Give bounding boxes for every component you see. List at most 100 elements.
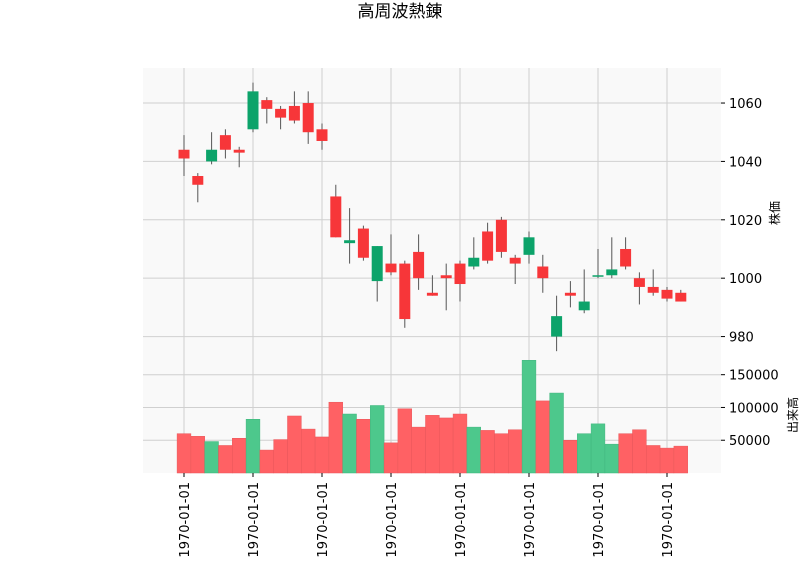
- volume-bar: [342, 413, 357, 474]
- candle-body: [564, 292, 576, 296]
- candle-body: [578, 301, 590, 311]
- volume-bar: [563, 439, 578, 474]
- x-tick-label: 1970-01-01: [661, 482, 676, 558]
- candle-body: [495, 219, 507, 252]
- candle-body: [647, 286, 659, 293]
- volume-bar: [245, 419, 261, 474]
- volume-bar: [232, 438, 247, 474]
- candle-body: [468, 257, 480, 267]
- candle-body: [206, 149, 218, 162]
- candle-body: [288, 105, 300, 121]
- volume-bar: [397, 408, 412, 474]
- volume-bar: [604, 443, 619, 474]
- volume-bar: [452, 413, 468, 474]
- price-y-ticks: 980 1000 1020 1040 1060: [721, 97, 762, 346]
- price-tick-label: 1040: [729, 155, 762, 170]
- price-tick-label: 1000: [729, 272, 762, 287]
- candle-body: [371, 246, 383, 282]
- price-axis-label: 株価: [767, 201, 782, 225]
- volume-tick-label: 50000: [729, 434, 770, 449]
- candle-body: [454, 263, 466, 285]
- x-tick-label: 1970-01-01: [316, 482, 331, 558]
- volume-axis-label: 出来高: [785, 397, 800, 433]
- candle-body: [316, 129, 328, 141]
- volume-bar: [508, 429, 523, 474]
- volume-bar: [259, 449, 274, 474]
- candle-body: [592, 275, 604, 277]
- volume-bar: [439, 417, 454, 474]
- candle-body: [413, 251, 425, 279]
- candle-body: [344, 240, 356, 244]
- volume-bar: [356, 419, 371, 474]
- volume-bar: [273, 439, 288, 474]
- volume-bar: [314, 436, 330, 474]
- volume-bar: [466, 426, 481, 474]
- x-tick-label: 1970-01-01: [523, 482, 538, 558]
- candle-body: [675, 292, 687, 302]
- volume-bar: [411, 426, 426, 474]
- volume-bar: [370, 405, 385, 474]
- x-tick-label: 1970-01-01: [592, 482, 607, 558]
- volume-bar: [480, 430, 495, 474]
- price-tick-label: 1020: [729, 214, 762, 229]
- volume-bar: [549, 392, 564, 474]
- candle-body: [233, 149, 245, 153]
- volume-bar: [204, 441, 219, 474]
- volume-bar: [328, 401, 343, 474]
- candle-body: [661, 289, 673, 299]
- volume-tick-label: 100000: [729, 401, 779, 416]
- volume-bar: [287, 415, 302, 474]
- volume-bar: [383, 442, 399, 474]
- candle-body: [620, 248, 632, 267]
- x-tick-label: 1970-01-01: [454, 482, 469, 558]
- candle-body: [440, 275, 452, 279]
- volume-bar: [535, 400, 550, 474]
- volume-bar: [176, 433, 192, 474]
- volume-y-ticks: 50000 100000 150000: [721, 369, 779, 449]
- volume-bar: [673, 445, 688, 474]
- volume-bar: [301, 428, 316, 474]
- candle-body: [537, 266, 549, 279]
- x-tick-label: 1970-01-01: [178, 482, 193, 558]
- volume-bar: [577, 433, 592, 474]
- candle-body: [509, 257, 521, 264]
- volume-bar: [646, 445, 661, 474]
- x-tick-label: 1970-01-01: [247, 482, 262, 558]
- candle-body: [357, 228, 369, 258]
- volume-bar: [618, 433, 633, 474]
- volume-bar: [494, 433, 509, 474]
- candle-body: [399, 263, 411, 320]
- candle-body: [302, 103, 314, 133]
- candle-body: [261, 100, 273, 109]
- volume-bar: [190, 436, 205, 474]
- price-tick-label: 980: [729, 331, 754, 346]
- candle-body: [192, 176, 204, 185]
- volume-tick-label: 150000: [729, 369, 779, 384]
- volume-bar: [659, 447, 675, 474]
- volume-bar: [590, 423, 606, 474]
- candle-body: [606, 269, 618, 276]
- candle-body: [330, 196, 342, 238]
- x-tick-label: 1970-01-01: [385, 482, 400, 558]
- candle-body: [275, 108, 287, 118]
- candle-body: [482, 231, 494, 261]
- candle-body: [178, 149, 190, 159]
- chart-title: 高周波熱錬: [358, 2, 443, 22]
- price-tick-label: 1060: [729, 97, 762, 112]
- volume-bar: [632, 429, 647, 474]
- candle-body: [247, 91, 259, 130]
- x-ticks: 1970-01-01 1970-01-01 1970-01-01 1970-01-01…: [178, 473, 676, 558]
- volume-bar: [425, 415, 440, 474]
- candle-body: [523, 237, 535, 255]
- candle-body: [385, 263, 397, 273]
- candle-body: [219, 135, 231, 150]
- candles: [178, 82, 687, 352]
- candle-body: [551, 316, 563, 337]
- candle-body: [426, 292, 438, 296]
- volume-bar: [218, 445, 233, 474]
- candle-body: [633, 278, 645, 287]
- price-panel-background: [143, 68, 721, 357]
- volume-bars: [176, 360, 688, 474]
- volume-bar: [521, 360, 537, 474]
